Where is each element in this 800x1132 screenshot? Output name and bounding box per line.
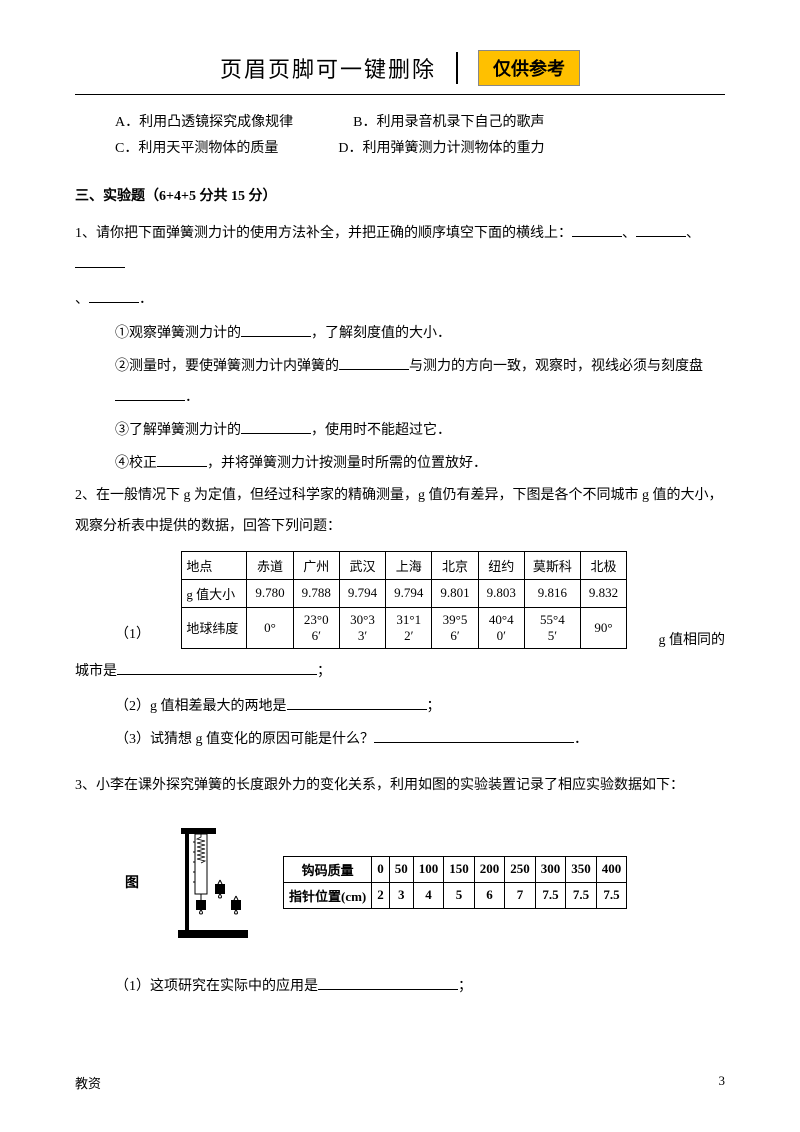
q1-sub4: ④校正，并将弹簧测力计按测量时所需的位置放好． bbox=[75, 449, 725, 480]
row-label: g 值大小 bbox=[182, 579, 247, 607]
header-title: 页眉页脚可一键删除 bbox=[220, 52, 436, 84]
options-row-2: C．利用天平测物体的质量 D．利用弹簧测力计测物体的重力 bbox=[75, 137, 725, 157]
page-number: 3 bbox=[719, 1073, 726, 1092]
blank bbox=[318, 976, 458, 990]
q1-sub2: ②测量时，要使弹簧测力计内弹簧的与测力的方向一致，观察时，视线必须与刻度盘． bbox=[75, 352, 725, 414]
spring-data-table: 钩码质量 0 50 100 150 200 250 300 350 400 指针… bbox=[283, 856, 627, 909]
sep: 、 bbox=[75, 292, 89, 307]
q3-intro: 3、小李在课外探究弹簧的长度跟外力的变化关系，利用如图的实验装置记录了相应实验数… bbox=[75, 771, 725, 802]
q2-sub3: （3）试猜想 g 值变化的原因可能是什么？． bbox=[75, 725, 725, 756]
q1-text: 1、请你把下面弹簧测力计的使用方法补全，并把正确的顺序填空下面的横线上： bbox=[75, 226, 572, 241]
blank bbox=[374, 729, 574, 743]
q3-sub1: （1）这项研究在实际中的应用是； bbox=[75, 972, 725, 1003]
q2-sub2: （2）g 值相差最大的两地是； bbox=[75, 692, 725, 723]
option-d: D．利用弹簧测力计测物体的重力 bbox=[338, 137, 544, 157]
header-rule bbox=[75, 94, 725, 95]
row-label: 地球纬度 bbox=[182, 607, 247, 648]
blank bbox=[241, 323, 311, 337]
option-c: C．利用天平测物体的质量 bbox=[115, 137, 278, 157]
q2-sub1-prefix: （1） bbox=[75, 621, 158, 649]
blank bbox=[636, 223, 686, 237]
page-header: 页眉页脚可一键删除 仅供参考 bbox=[75, 50, 725, 86]
table-row: 地球纬度 0° 23°06′ 30°33′ 31°12′ 39°56′ 40°4… bbox=[182, 607, 627, 648]
blank bbox=[572, 223, 622, 237]
page-footer: 教资 3 bbox=[75, 1073, 725, 1092]
q2-intro: 2、在一般情况下 g 为定值，但经过科学家的精确测量，g 值仍有差异，下图是各个… bbox=[75, 481, 725, 543]
option-b: B．利用录音机录下自己的歌声 bbox=[353, 111, 544, 131]
blank bbox=[115, 387, 185, 401]
blank bbox=[75, 254, 125, 268]
row-label: 地点 bbox=[182, 551, 247, 579]
option-a: A．利用凸透镜探究成像规律 bbox=[115, 111, 293, 131]
row-label: 指针位置(cm) bbox=[284, 882, 372, 908]
q1-sub3: ③了解弹簧测力计的，使用时不能超过它． bbox=[75, 416, 725, 447]
blank bbox=[89, 289, 139, 303]
q2-sub1-line: 城市是； bbox=[75, 657, 725, 688]
table-row: 钩码质量 0 50 100 150 200 250 300 350 400 bbox=[284, 856, 627, 882]
header-divider bbox=[456, 52, 458, 84]
q1-intro: 1、请你把下面弹簧测力计的使用方法补全，并把正确的顺序填空下面的横线上： 、 、 bbox=[75, 219, 725, 281]
spring-apparatus-diagram bbox=[173, 822, 253, 942]
table-row: 地点 赤道 广州 武汉 上海 北京 纽约 莫斯科 北极 bbox=[182, 551, 627, 579]
table-row: g 值大小 9.780 9.788 9.794 9.794 9.801 9.80… bbox=[182, 579, 627, 607]
q2-table-row: （1） 地点 赤道 广州 武汉 上海 北京 纽约 莫斯科 北极 g 值大小 9.… bbox=[75, 551, 725, 649]
blank bbox=[117, 661, 317, 675]
blank bbox=[241, 420, 311, 434]
table-row: 指针位置(cm) 2 3 4 5 6 7 7.5 7.5 7.5 bbox=[284, 882, 627, 908]
sep: 、 bbox=[622, 226, 636, 241]
options-row-1: A．利用凸透镜探究成像规律 B．利用录音机录下自己的歌声 bbox=[75, 111, 725, 131]
blank bbox=[157, 453, 207, 467]
q1-sub1: ①观察弹簧测力计的，了解刻度值的大小． bbox=[75, 319, 725, 350]
blank bbox=[287, 696, 427, 710]
q1-intro-cont: 、． bbox=[75, 285, 725, 316]
section-3-title: 三、实验题（6+4+5 分共 15 分） bbox=[75, 185, 725, 205]
sep: 、 bbox=[686, 226, 700, 241]
g-value-table: 地点 赤道 广州 武汉 上海 北京 纽约 莫斯科 北极 g 值大小 9.780 … bbox=[181, 551, 627, 649]
q3-figure-row: 图 钩码质量 0 50 100 150 200 250 300 350 400 … bbox=[125, 822, 725, 942]
blank bbox=[339, 356, 409, 370]
q2-sub1-suffix: g 值相同的 bbox=[651, 629, 726, 649]
reference-badge: 仅供参考 bbox=[478, 50, 580, 86]
figure-label: 图 bbox=[125, 872, 139, 892]
row-label: 钩码质量 bbox=[284, 856, 372, 882]
period: ． bbox=[139, 292, 153, 307]
footer-left: 教资 bbox=[75, 1073, 101, 1092]
